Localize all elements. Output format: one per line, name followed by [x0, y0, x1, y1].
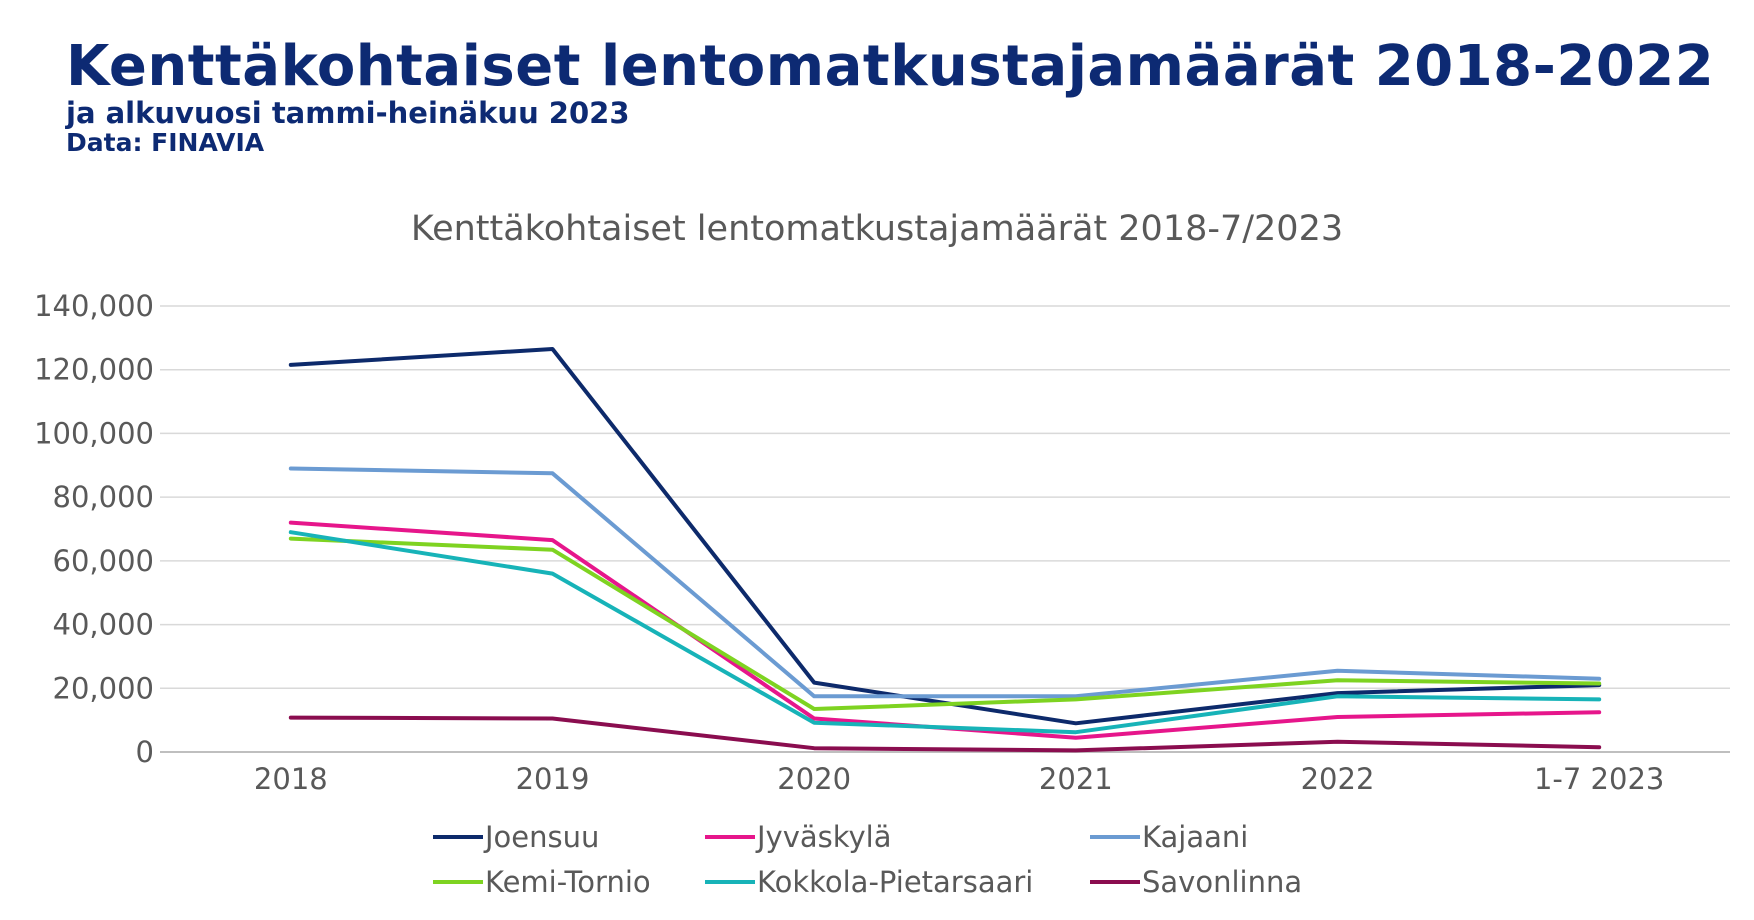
- y-tick-label: 140,000: [34, 289, 154, 323]
- legend-label: Kokkola-Pietarsaari: [757, 865, 1033, 899]
- data-source: Data: FINAVIA: [66, 128, 265, 158]
- x-tick-label: 2021: [1039, 762, 1113, 796]
- series-line-kokkola-pietarsaari: [288, 530, 1602, 735]
- y-axis: 0 20,000 40,000 60,000 80,000 100,000 120,000 1…: [34, 289, 154, 769]
- chart-title: Kenttäkohtaiset lentomatkustajamäärät 20…: [411, 209, 1343, 249]
- x-tick-label: 2018: [254, 762, 328, 796]
- x-axis: 2018 2019 2020 2021 2022 1-7 2023: [254, 762, 1664, 796]
- legend-item-joensuu[interactable]: Joensuu: [433, 820, 599, 854]
- legend-item-jyv-skyl-[interactable]: Jyväskylä: [705, 820, 892, 854]
- x-tick-label: 2019: [516, 762, 590, 796]
- y-tick-label: 40,000: [53, 608, 154, 642]
- series-line-savonlinna: [288, 715, 1602, 753]
- x-tick-label: 2020: [777, 762, 851, 796]
- y-tick-label: 100,000: [34, 416, 154, 450]
- page-header: Kenttäkohtaiset lentomatkustajamäärät 20…: [66, 36, 1714, 158]
- gridlines: [160, 305, 1730, 753]
- y-tick-label: 0: [136, 735, 154, 769]
- legend-label: Kajaani: [1142, 820, 1248, 854]
- legend-label: Savonlinna: [1142, 865, 1302, 899]
- legend-item-kokkola-pietarsaari[interactable]: Kokkola-Pietarsaari: [705, 865, 1033, 899]
- y-tick-label: 120,000: [34, 353, 154, 387]
- x-tick-label: 2022: [1301, 762, 1375, 796]
- legend-item-savonlinna[interactable]: Savonlinna: [1090, 865, 1302, 899]
- series-lines: [288, 347, 1602, 753]
- legend-label: Jyväskylä: [755, 820, 892, 854]
- legend[interactable]: Joensuu Jyväskylä Kajaani Kemi-Tornio Kokkol…: [433, 820, 1302, 899]
- x-tick-label: 1-7 2023: [1534, 762, 1664, 796]
- series-line-kajaani: [288, 466, 1602, 699]
- legend-label: Kemi-Tornio: [485, 865, 651, 899]
- y-tick-label: 80,000: [53, 480, 154, 514]
- page-title: Kenttäkohtaiset lentomatkustajamäärät 20…: [66, 34, 1715, 99]
- y-tick-label: 20,000: [53, 671, 154, 705]
- legend-label: Joensuu: [483, 820, 599, 854]
- legend-item-kajaani[interactable]: Kajaani: [1090, 820, 1248, 854]
- legend-item-kemi-tornio[interactable]: Kemi-Tornio: [433, 865, 651, 899]
- series-line-kemi-tornio: [288, 536, 1602, 711]
- y-tick-label: 60,000: [53, 544, 154, 578]
- page-subtitle: ja alkuvuosi tammi-heinäkuu 2023: [66, 95, 630, 130]
